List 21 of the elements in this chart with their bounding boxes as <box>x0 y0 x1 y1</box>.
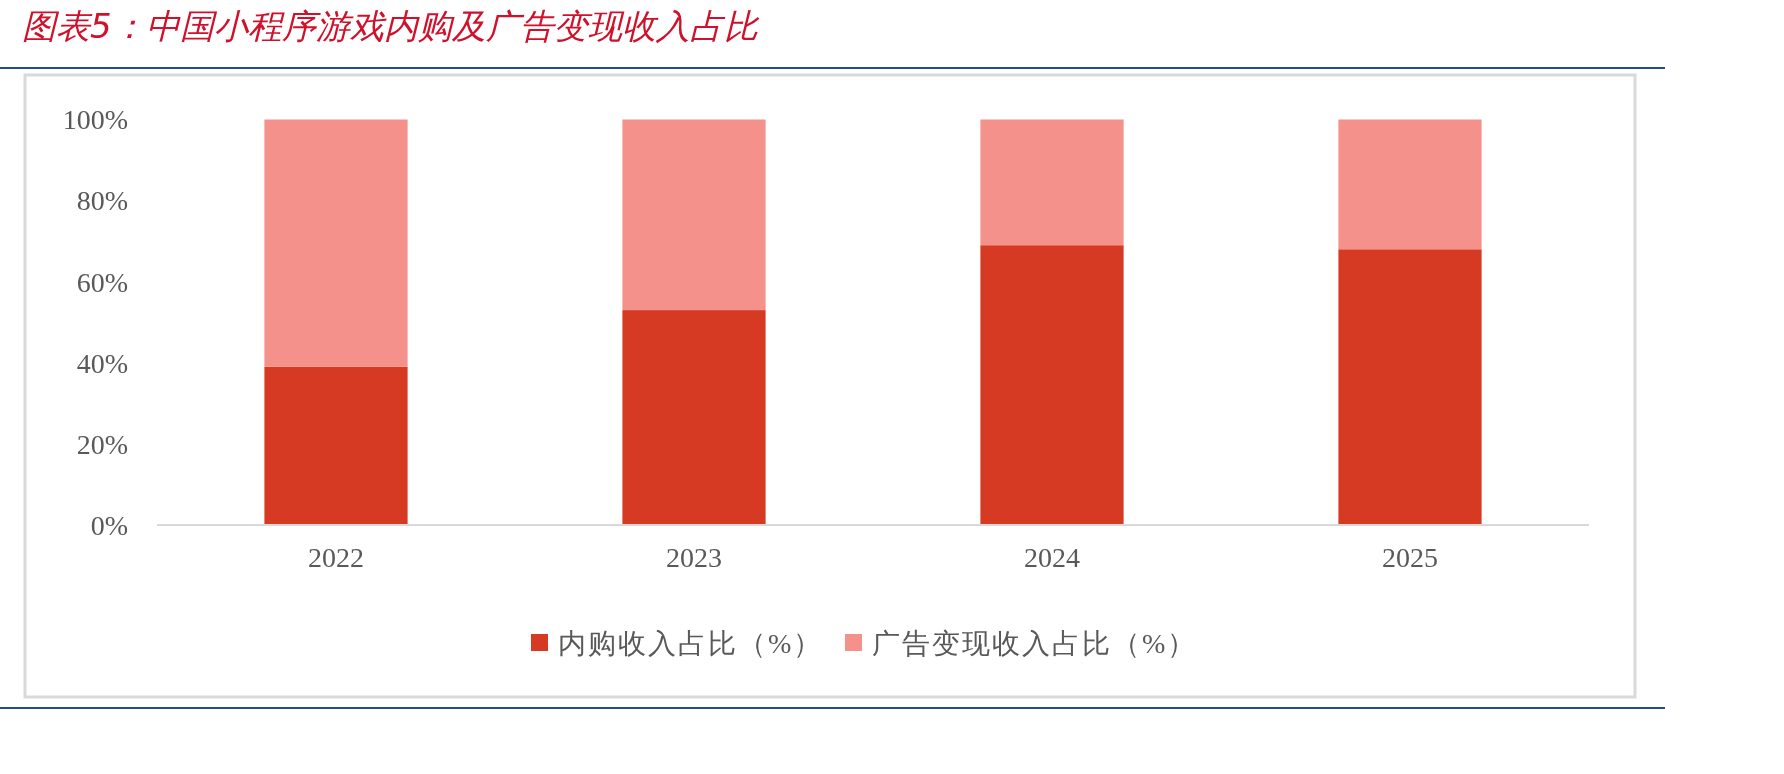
y-tick-label: 40% <box>76 347 128 379</box>
x-tick-label: 2025 <box>1382 542 1438 573</box>
bar <box>264 366 408 525</box>
bar <box>1338 119 1482 250</box>
bar <box>622 310 766 525</box>
chart-title: 图表5：中国小程序游戏内购及广告变现收入占比 <box>22 6 760 46</box>
y-tick-label: 100% <box>62 104 128 136</box>
x-tick-label: 2024 <box>1024 542 1080 573</box>
bar <box>622 119 766 311</box>
y-tick-label: 20% <box>76 428 128 460</box>
y-tick-label: 60% <box>76 266 128 298</box>
bar <box>264 119 408 367</box>
legend-label: 内购收入占比（%） <box>558 627 824 659</box>
legend-label: 广告变现收入占比（%） <box>872 627 1198 659</box>
bar <box>1338 249 1482 525</box>
bar <box>980 245 1124 525</box>
x-tick-label: 2022 <box>308 542 364 573</box>
y-tick-label: 80% <box>76 185 128 217</box>
bar <box>980 119 1124 246</box>
y-tick-label: 0% <box>90 509 128 541</box>
x-tick-label: 2023 <box>666 542 722 573</box>
